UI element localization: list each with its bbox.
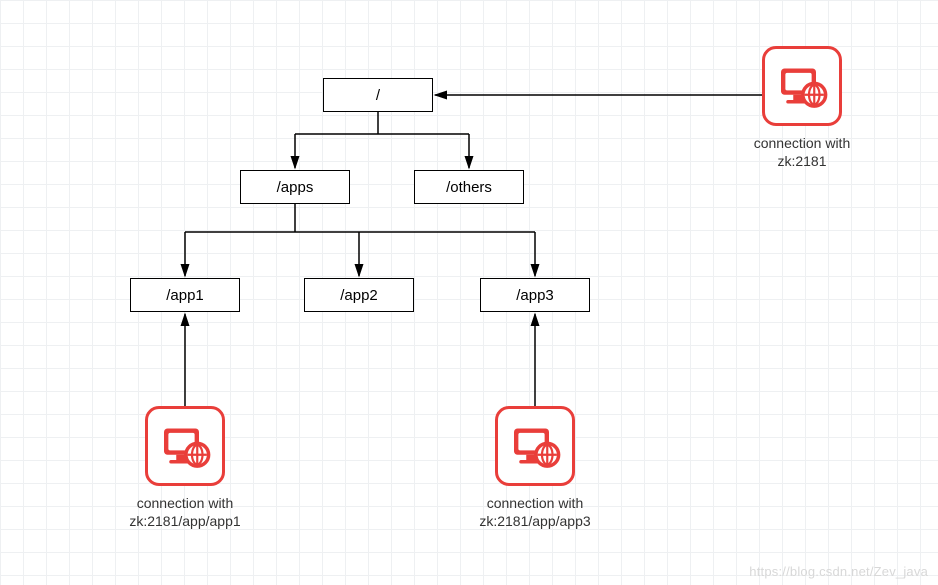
tree-node-app2: /app2	[304, 278, 414, 312]
tree-node-root: /	[323, 78, 433, 112]
connection-label: connection withzk:2181/app/app3	[445, 494, 625, 530]
tree-node-app1: /app1	[130, 278, 240, 312]
connection-label: connection withzk:2181	[712, 134, 892, 170]
tree-node-others: /others	[414, 170, 524, 204]
tree-node-apps: /apps	[240, 170, 350, 204]
connection-icon	[145, 406, 225, 486]
connection-label: connection withzk:2181/app/app1	[95, 494, 275, 530]
watermark: https://blog.csdn.net/Zev_java	[749, 564, 928, 579]
connection-icon	[495, 406, 575, 486]
tree-node-app3: /app3	[480, 278, 590, 312]
connection-icon	[762, 46, 842, 126]
